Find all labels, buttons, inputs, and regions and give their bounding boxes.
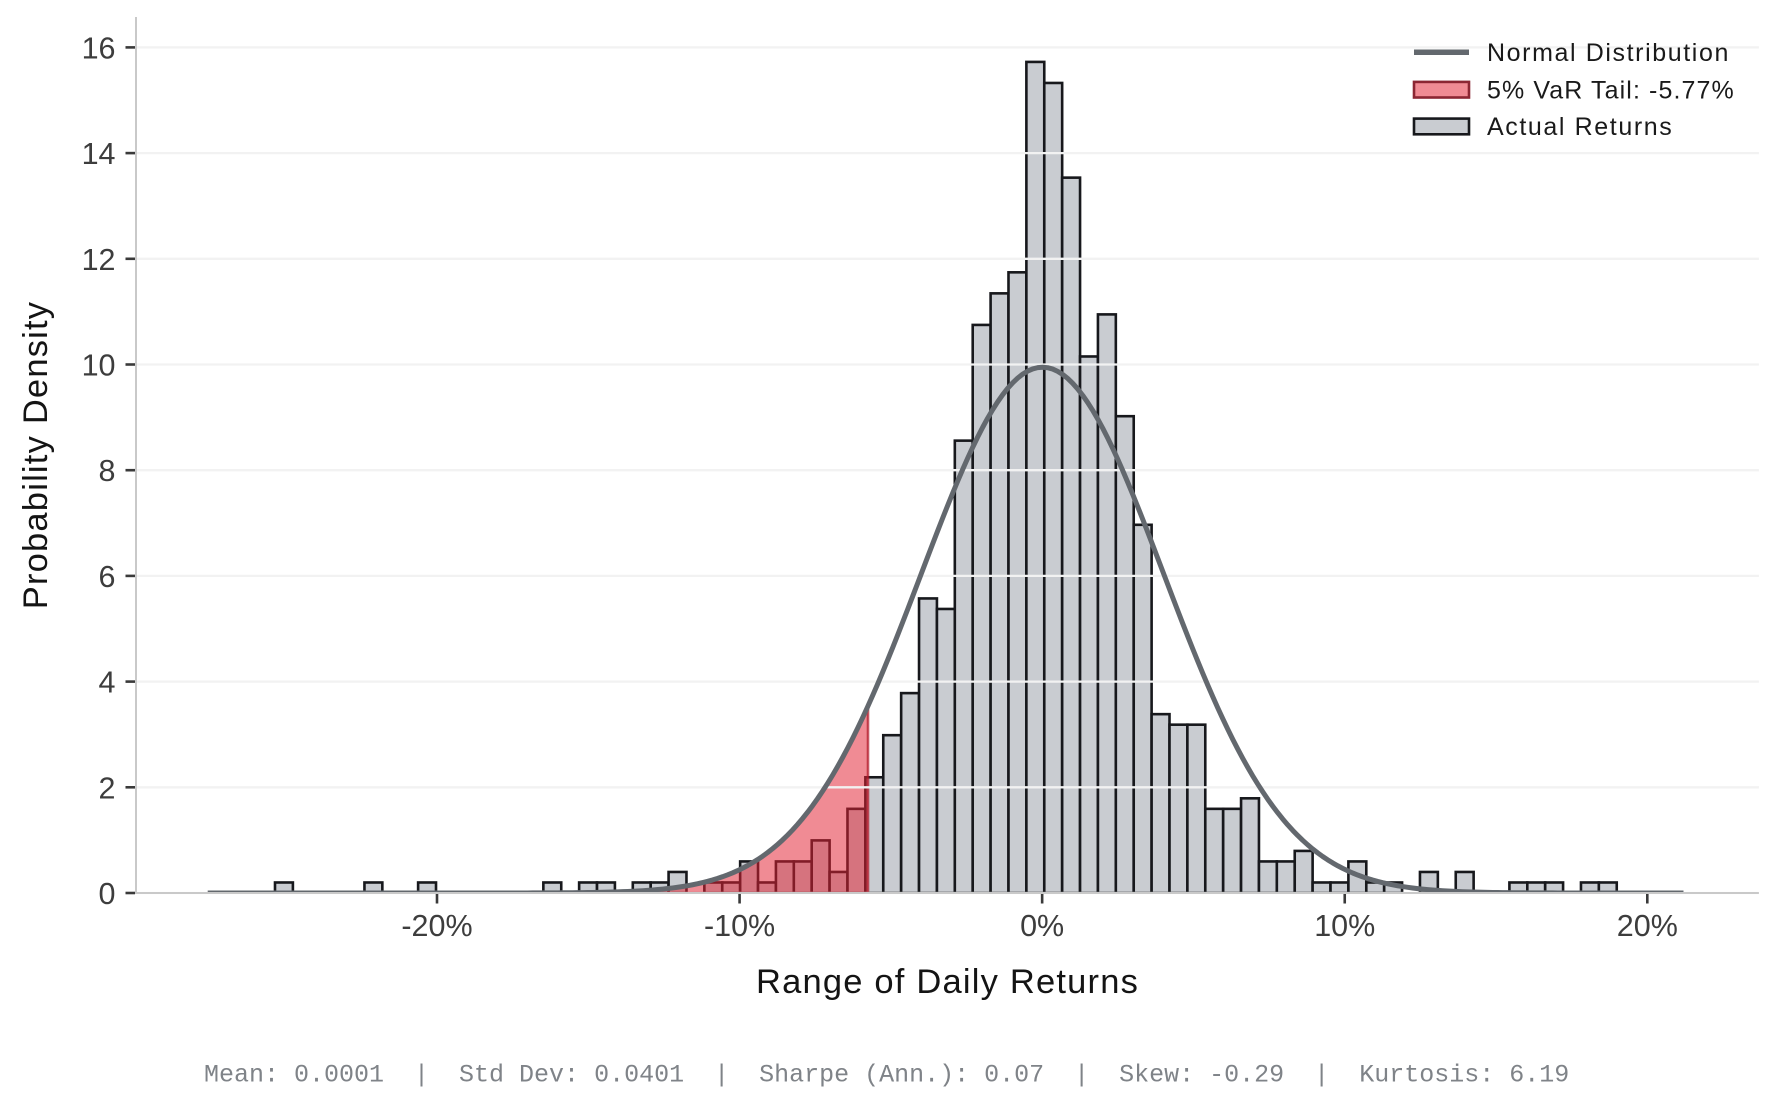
svg-text:14: 14 bbox=[82, 137, 116, 171]
svg-text:Probability Density: Probability Density bbox=[17, 301, 55, 610]
svg-text:16: 16 bbox=[82, 31, 116, 65]
svg-text:10%: 10% bbox=[1314, 909, 1375, 943]
svg-text:10: 10 bbox=[82, 349, 116, 383]
svg-text:0%: 0% bbox=[1020, 909, 1064, 943]
svg-text:12: 12 bbox=[82, 243, 116, 277]
svg-text:2: 2 bbox=[99, 771, 116, 805]
svg-text:Mean: 0.0001 | Std Dev: 0.04: Mean: 0.0001 | Std Dev: 0.0401 | Sharpe … bbox=[204, 1061, 1569, 1090]
svg-text:Actual Returns: Actual Returns bbox=[1487, 113, 1673, 141]
svg-text:Normal Distribution: Normal Distribution bbox=[1487, 39, 1730, 67]
svg-text:5% VaR Tail: -5.77%: 5% VaR Tail: -5.77% bbox=[1487, 76, 1735, 104]
svg-text:-20%: -20% bbox=[401, 909, 472, 943]
svg-text:0: 0 bbox=[99, 877, 116, 911]
svg-text:-10%: -10% bbox=[704, 909, 775, 943]
svg-text:6: 6 bbox=[99, 560, 116, 594]
svg-text:4: 4 bbox=[99, 666, 116, 700]
svg-text:20%: 20% bbox=[1617, 909, 1678, 943]
svg-text:Range of Daily Returns: Range of Daily Returns bbox=[756, 963, 1139, 1001]
svg-text:8: 8 bbox=[99, 454, 116, 488]
